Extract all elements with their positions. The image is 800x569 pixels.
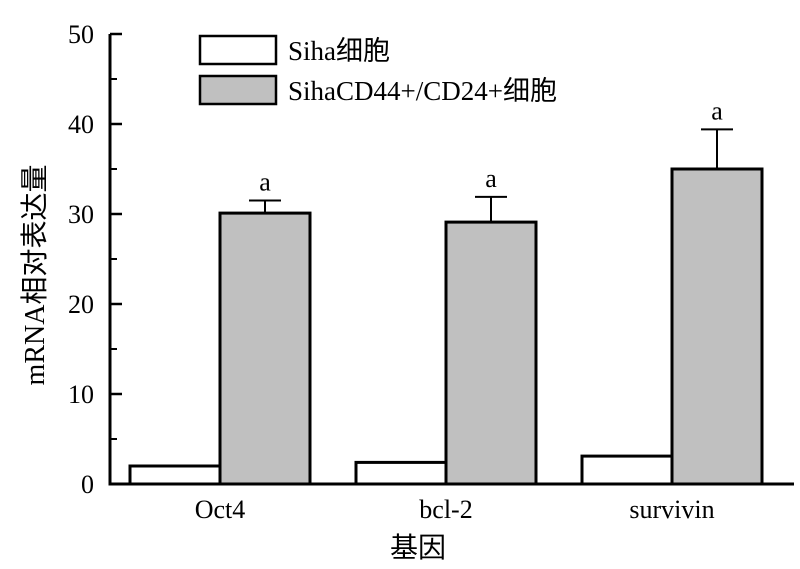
bar-siha-survivin [580, 454, 674, 486]
bar-cd44-cd24-bcl-2 [444, 220, 538, 486]
x-axis-title: 基因 [390, 532, 446, 564]
legend-label: Siha细胞 [288, 36, 390, 66]
significance-label: a [711, 96, 723, 125]
bar-siha-oct4 [128, 464, 222, 486]
bar-cd44-cd24-survivin [670, 167, 764, 486]
y-tick-label: 30 [68, 200, 94, 229]
x-tick-label: bcl-2 [419, 495, 472, 524]
bar-cd44-cd24-oct4 [218, 211, 312, 486]
legend-label: SihaCD44+/CD24+细胞 [288, 76, 557, 106]
legend-swatch [198, 74, 278, 106]
y-axis-title: mRNA相对表达量 [19, 165, 51, 386]
legend-swatch [198, 34, 278, 66]
bars-layer: a a a [128, 96, 764, 486]
y-tick-label: 50 [68, 20, 94, 49]
y-tick-label: 20 [68, 290, 94, 319]
x-tick-label: survivin [629, 495, 714, 524]
significance-label: a [259, 168, 271, 197]
axis-layer: Oct4 bcl-2 survivin 0 10 20 30 40 50 [68, 20, 794, 524]
y-tick-label: 0 [81, 470, 94, 499]
y-tick-label: 10 [68, 380, 94, 409]
significance-label: a [485, 164, 497, 193]
legend: Siha细胞 SihaCD44+/CD24+细胞 [198, 34, 557, 106]
x-tick-label: Oct4 [195, 495, 246, 524]
y-tick-label: 40 [68, 110, 94, 139]
bar-siha-bcl-2 [354, 460, 448, 486]
